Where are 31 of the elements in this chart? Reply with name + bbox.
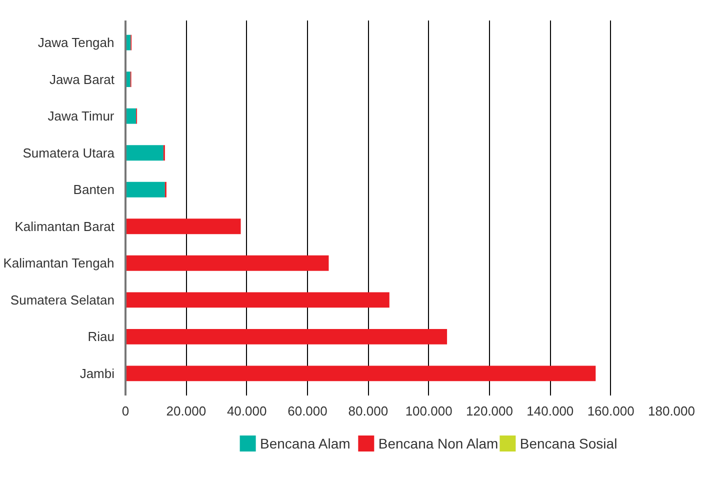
x-tick-label: 20.000: [166, 404, 206, 418]
bar: [126, 182, 165, 198]
y-tick-label: Kalimantan Barat: [14, 218, 115, 234]
y-tick-label: Kalimantan Tengah: [3, 256, 114, 271]
bar: [126, 255, 329, 271]
y-tick-label: Jawa Tengah: [38, 35, 114, 50]
x-tick-label: 100.000: [405, 404, 452, 418]
legend-label: Bencana Sosial: [520, 436, 618, 452]
bar: [126, 292, 390, 308]
y-tick-label: Jambi: [80, 366, 115, 381]
x-tick-label: 120.000: [466, 404, 514, 418]
bar: [126, 218, 241, 234]
x-tick-label: 80.000: [348, 404, 388, 418]
x-tick-label: 60.000: [288, 404, 328, 418]
legend-label: Bencana Non Alam: [378, 436, 498, 452]
y-tick-label: Sumatera Utara: [22, 145, 116, 160]
legend-label: Bencana Alam: [260, 436, 350, 452]
y-tick-label: Jawa Barat: [49, 72, 115, 87]
y-tick-label: Jawa Timur: [48, 108, 115, 124]
bar: [126, 108, 136, 124]
x-tick-label: 0: [122, 404, 130, 418]
x-tick-label: 160.000: [587, 404, 634, 418]
bar: [126, 366, 596, 382]
y-tick-label: Banten: [73, 182, 114, 198]
bar: [126, 328, 448, 344]
bar: [126, 145, 164, 161]
x-tick-label: 140.000: [526, 404, 574, 418]
x-tick-label: 40.000: [226, 404, 267, 418]
x-tick-label: 180.000: [648, 404, 696, 418]
y-tick-label: Riau: [88, 329, 115, 344]
y-tick-label: Sumatera Selatan: [10, 292, 115, 308]
